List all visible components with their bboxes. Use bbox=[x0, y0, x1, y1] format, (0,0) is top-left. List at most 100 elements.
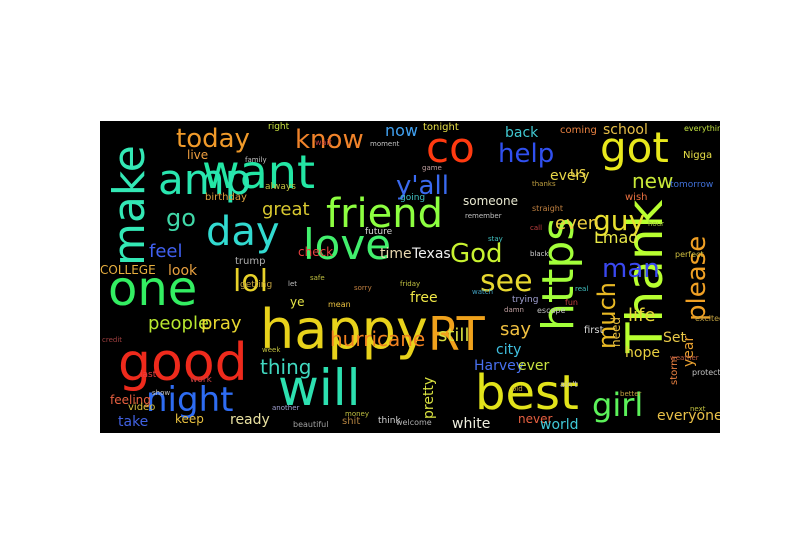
cloud-word: right bbox=[268, 122, 290, 132]
cloud-word: Texas bbox=[412, 246, 451, 262]
cloud-word: beautiful bbox=[293, 420, 329, 429]
cloud-word: say bbox=[500, 319, 532, 340]
cloud-word: friday bbox=[400, 280, 421, 288]
cloud-word: sorry bbox=[354, 284, 372, 292]
cloud-word: trump bbox=[235, 256, 266, 267]
cloud-word: excited bbox=[695, 314, 720, 323]
cloud-word: want bbox=[202, 145, 316, 199]
cloud-word: tomorrow bbox=[670, 180, 714, 190]
cloud-word: let bbox=[288, 280, 297, 288]
cloud-word: COLLEGE bbox=[100, 263, 156, 277]
cloud-word: shit bbox=[342, 416, 361, 427]
cloud-word: ever bbox=[518, 358, 550, 374]
cloud-word: real bbox=[575, 285, 589, 293]
cloud-word: people bbox=[148, 313, 210, 334]
cloud-word: stay bbox=[488, 235, 503, 243]
cloud-word: back bbox=[505, 125, 539, 141]
cloud-word: know bbox=[295, 125, 364, 155]
cloud-word: happy bbox=[260, 298, 428, 361]
cloud-word: best bbox=[475, 365, 579, 421]
cloud-word: remember bbox=[465, 212, 502, 220]
word-cloud: happy will best want love RT https Thank friend g… bbox=[100, 121, 720, 433]
cloud-word: everyone bbox=[657, 408, 720, 424]
cloud-word: never bbox=[518, 412, 553, 426]
cloud-word: next bbox=[690, 405, 706, 413]
cloud-word: city bbox=[496, 342, 522, 358]
cloud-word: work bbox=[190, 375, 212, 385]
cloud-word: today bbox=[176, 124, 250, 154]
cloud-word: pray bbox=[201, 313, 242, 334]
cloud-word: check bbox=[298, 245, 334, 259]
cloud-word: good bbox=[118, 333, 248, 393]
cloud-word: tonight bbox=[423, 122, 459, 133]
cloud-word: everything bbox=[684, 124, 720, 133]
cloud-word: day bbox=[206, 209, 280, 255]
cloud-word: help bbox=[498, 139, 555, 169]
cloud-word: watch bbox=[472, 288, 494, 296]
cloud-word: video bbox=[128, 402, 156, 413]
cloud-word: moment bbox=[370, 140, 400, 148]
cloud-word: credit bbox=[102, 336, 123, 344]
cloud-word: first bbox=[584, 325, 604, 336]
cloud-word: go bbox=[166, 204, 196, 232]
cloud-word: every bbox=[550, 168, 590, 184]
cloud-word: night bbox=[146, 380, 234, 420]
cloud-word: live bbox=[187, 148, 209, 162]
cloud-word: family bbox=[245, 156, 267, 164]
cloud-word: one bbox=[108, 261, 198, 317]
cloud-word: getting bbox=[240, 280, 273, 290]
cloud-word: Lmao bbox=[594, 228, 639, 247]
cloud-word: y'all bbox=[396, 171, 449, 201]
cloud-word: feel bbox=[149, 241, 183, 262]
cloud-word: week bbox=[262, 346, 281, 354]
cloud-word: friend bbox=[326, 191, 443, 237]
cloud-word: thanks bbox=[532, 180, 556, 188]
cloud-word: please bbox=[682, 235, 712, 321]
cloud-word: welcome bbox=[396, 418, 432, 427]
cloud-word: safe bbox=[310, 274, 325, 282]
cloud-word: call bbox=[530, 224, 543, 232]
cloud-word: mean bbox=[328, 300, 351, 309]
cloud-word: God bbox=[450, 239, 503, 269]
cloud-word: man bbox=[602, 254, 660, 284]
cloud-word: ready bbox=[230, 412, 270, 428]
cloud-word: need bbox=[609, 317, 623, 347]
cloud-word: coming bbox=[560, 125, 597, 136]
cloud-word: better bbox=[620, 390, 642, 398]
cloud-word: hurricane bbox=[330, 327, 426, 351]
cloud-word: keep bbox=[175, 412, 204, 426]
cloud-word: always bbox=[265, 182, 296, 192]
cloud-word: money bbox=[345, 410, 369, 418]
cloud-word: fun bbox=[565, 298, 578, 307]
cloud-word: still bbox=[438, 325, 470, 346]
cloud-word: someone bbox=[463, 194, 518, 208]
cloud-word: now bbox=[385, 121, 419, 140]
cloud-word: weather bbox=[670, 354, 699, 362]
cloud-word: straight bbox=[532, 204, 564, 213]
cloud-word: game bbox=[422, 164, 442, 172]
cloud-word: damn bbox=[504, 306, 524, 314]
cloud-word: life bbox=[628, 305, 656, 326]
cloud-word: time bbox=[380, 246, 412, 262]
cloud-word: will bbox=[278, 359, 361, 417]
cloud-word: last bbox=[140, 370, 157, 380]
cloud-word: girl bbox=[592, 386, 644, 424]
cloud-word: even bbox=[555, 213, 600, 234]
cloud-word: ye bbox=[290, 295, 305, 309]
cloud-word: ain't bbox=[560, 380, 578, 389]
cloud-word: guy bbox=[593, 204, 646, 237]
cloud-word: perfect bbox=[675, 250, 704, 259]
cloud-word: black bbox=[530, 250, 549, 258]
cloud-word: thing bbox=[260, 355, 312, 379]
cloud-word: future bbox=[365, 227, 393, 237]
cloud-word: show bbox=[152, 389, 171, 397]
cloud-word: hour bbox=[648, 220, 665, 228]
cloud-word: Nigga bbox=[683, 150, 713, 161]
cloud-word: wait bbox=[315, 138, 332, 147]
cloud-word: love bbox=[303, 220, 392, 269]
cloud-word: birthday bbox=[205, 192, 247, 203]
cloud-word: amp bbox=[158, 155, 252, 204]
cloud-word: white bbox=[452, 416, 491, 432]
cloud-word: make bbox=[104, 145, 155, 266]
cloud-word: free bbox=[410, 290, 438, 306]
